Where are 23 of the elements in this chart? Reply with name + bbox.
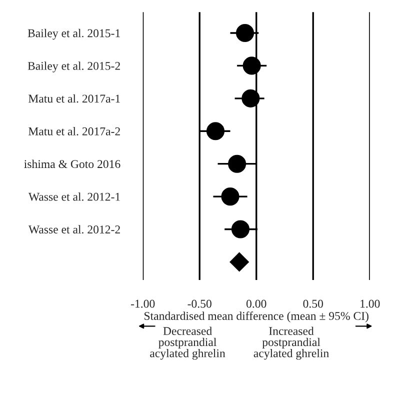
point: [230, 252, 249, 272]
point: [221, 188, 240, 206]
text: Decreased postprandial acylated ghrelin: [150, 326, 226, 360]
y-tick-label: Wasse et al. 2012-2: [28, 225, 120, 234]
point: [231, 220, 250, 238]
point: [206, 122, 225, 140]
x-tick-label: 0.50: [303, 300, 323, 308]
x-axis-title: Standardised mean difference (mean ± 95% CI): [144, 312, 368, 322]
x-tick-label: 1.00: [360, 300, 380, 308]
y-tick-label: Wasse et al. 2012-1: [28, 192, 120, 201]
text: Increased postprandial acylated ghrelin: [254, 326, 329, 360]
y-tick-label: ishima & Goto 2016: [24, 160, 120, 168]
y-tick-label: Matu et al. 2017a-1: [28, 94, 120, 103]
x-tick-label: -1.00: [130, 300, 155, 308]
point: [242, 56, 261, 75]
x-tick-label: -0.50: [188, 300, 212, 308]
y-tick-label: Bailey et al. 2015-2: [28, 62, 120, 72]
y-tick-label: Matu et al. 2017a-2: [28, 127, 120, 136]
point: [236, 24, 254, 42]
y-tick-label: Bailey et al. 2015-1: [28, 28, 120, 40]
point: [242, 89, 260, 108]
x-tick-label: 0.00: [246, 300, 266, 308]
point: [228, 154, 246, 173]
